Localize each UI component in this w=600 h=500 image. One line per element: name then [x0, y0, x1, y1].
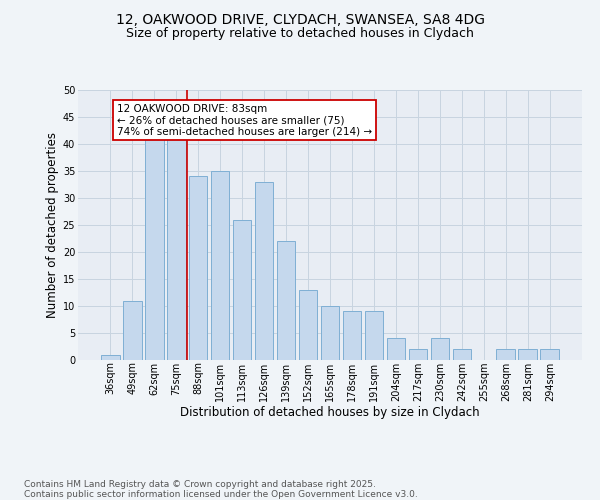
Bar: [541, 349, 559, 360]
Bar: [343, 312, 361, 360]
Text: Contains HM Land Registry data © Crown copyright and database right 2025.
Contai: Contains HM Land Registry data © Crown c…: [24, 480, 418, 499]
Bar: [145, 138, 164, 360]
Bar: [167, 138, 185, 360]
Bar: [233, 220, 251, 360]
Text: 12, OAKWOOD DRIVE, CLYDACH, SWANSEA, SA8 4DG: 12, OAKWOOD DRIVE, CLYDACH, SWANSEA, SA8…: [115, 12, 485, 26]
Bar: [211, 171, 229, 360]
Bar: [320, 306, 340, 360]
Bar: [277, 241, 295, 360]
Bar: [365, 312, 383, 360]
Bar: [409, 349, 427, 360]
Bar: [123, 300, 142, 360]
Bar: [299, 290, 317, 360]
Y-axis label: Number of detached properties: Number of detached properties: [46, 132, 59, 318]
Text: Size of property relative to detached houses in Clydach: Size of property relative to detached ho…: [126, 28, 474, 40]
Bar: [255, 182, 274, 360]
Text: 12 OAKWOOD DRIVE: 83sqm
← 26% of detached houses are smaller (75)
74% of semi-de: 12 OAKWOOD DRIVE: 83sqm ← 26% of detache…: [117, 104, 372, 136]
Bar: [496, 349, 515, 360]
Bar: [431, 338, 449, 360]
Bar: [452, 349, 471, 360]
X-axis label: Distribution of detached houses by size in Clydach: Distribution of detached houses by size …: [180, 406, 480, 420]
Bar: [189, 176, 208, 360]
Bar: [386, 338, 405, 360]
Bar: [101, 354, 119, 360]
Bar: [518, 349, 537, 360]
